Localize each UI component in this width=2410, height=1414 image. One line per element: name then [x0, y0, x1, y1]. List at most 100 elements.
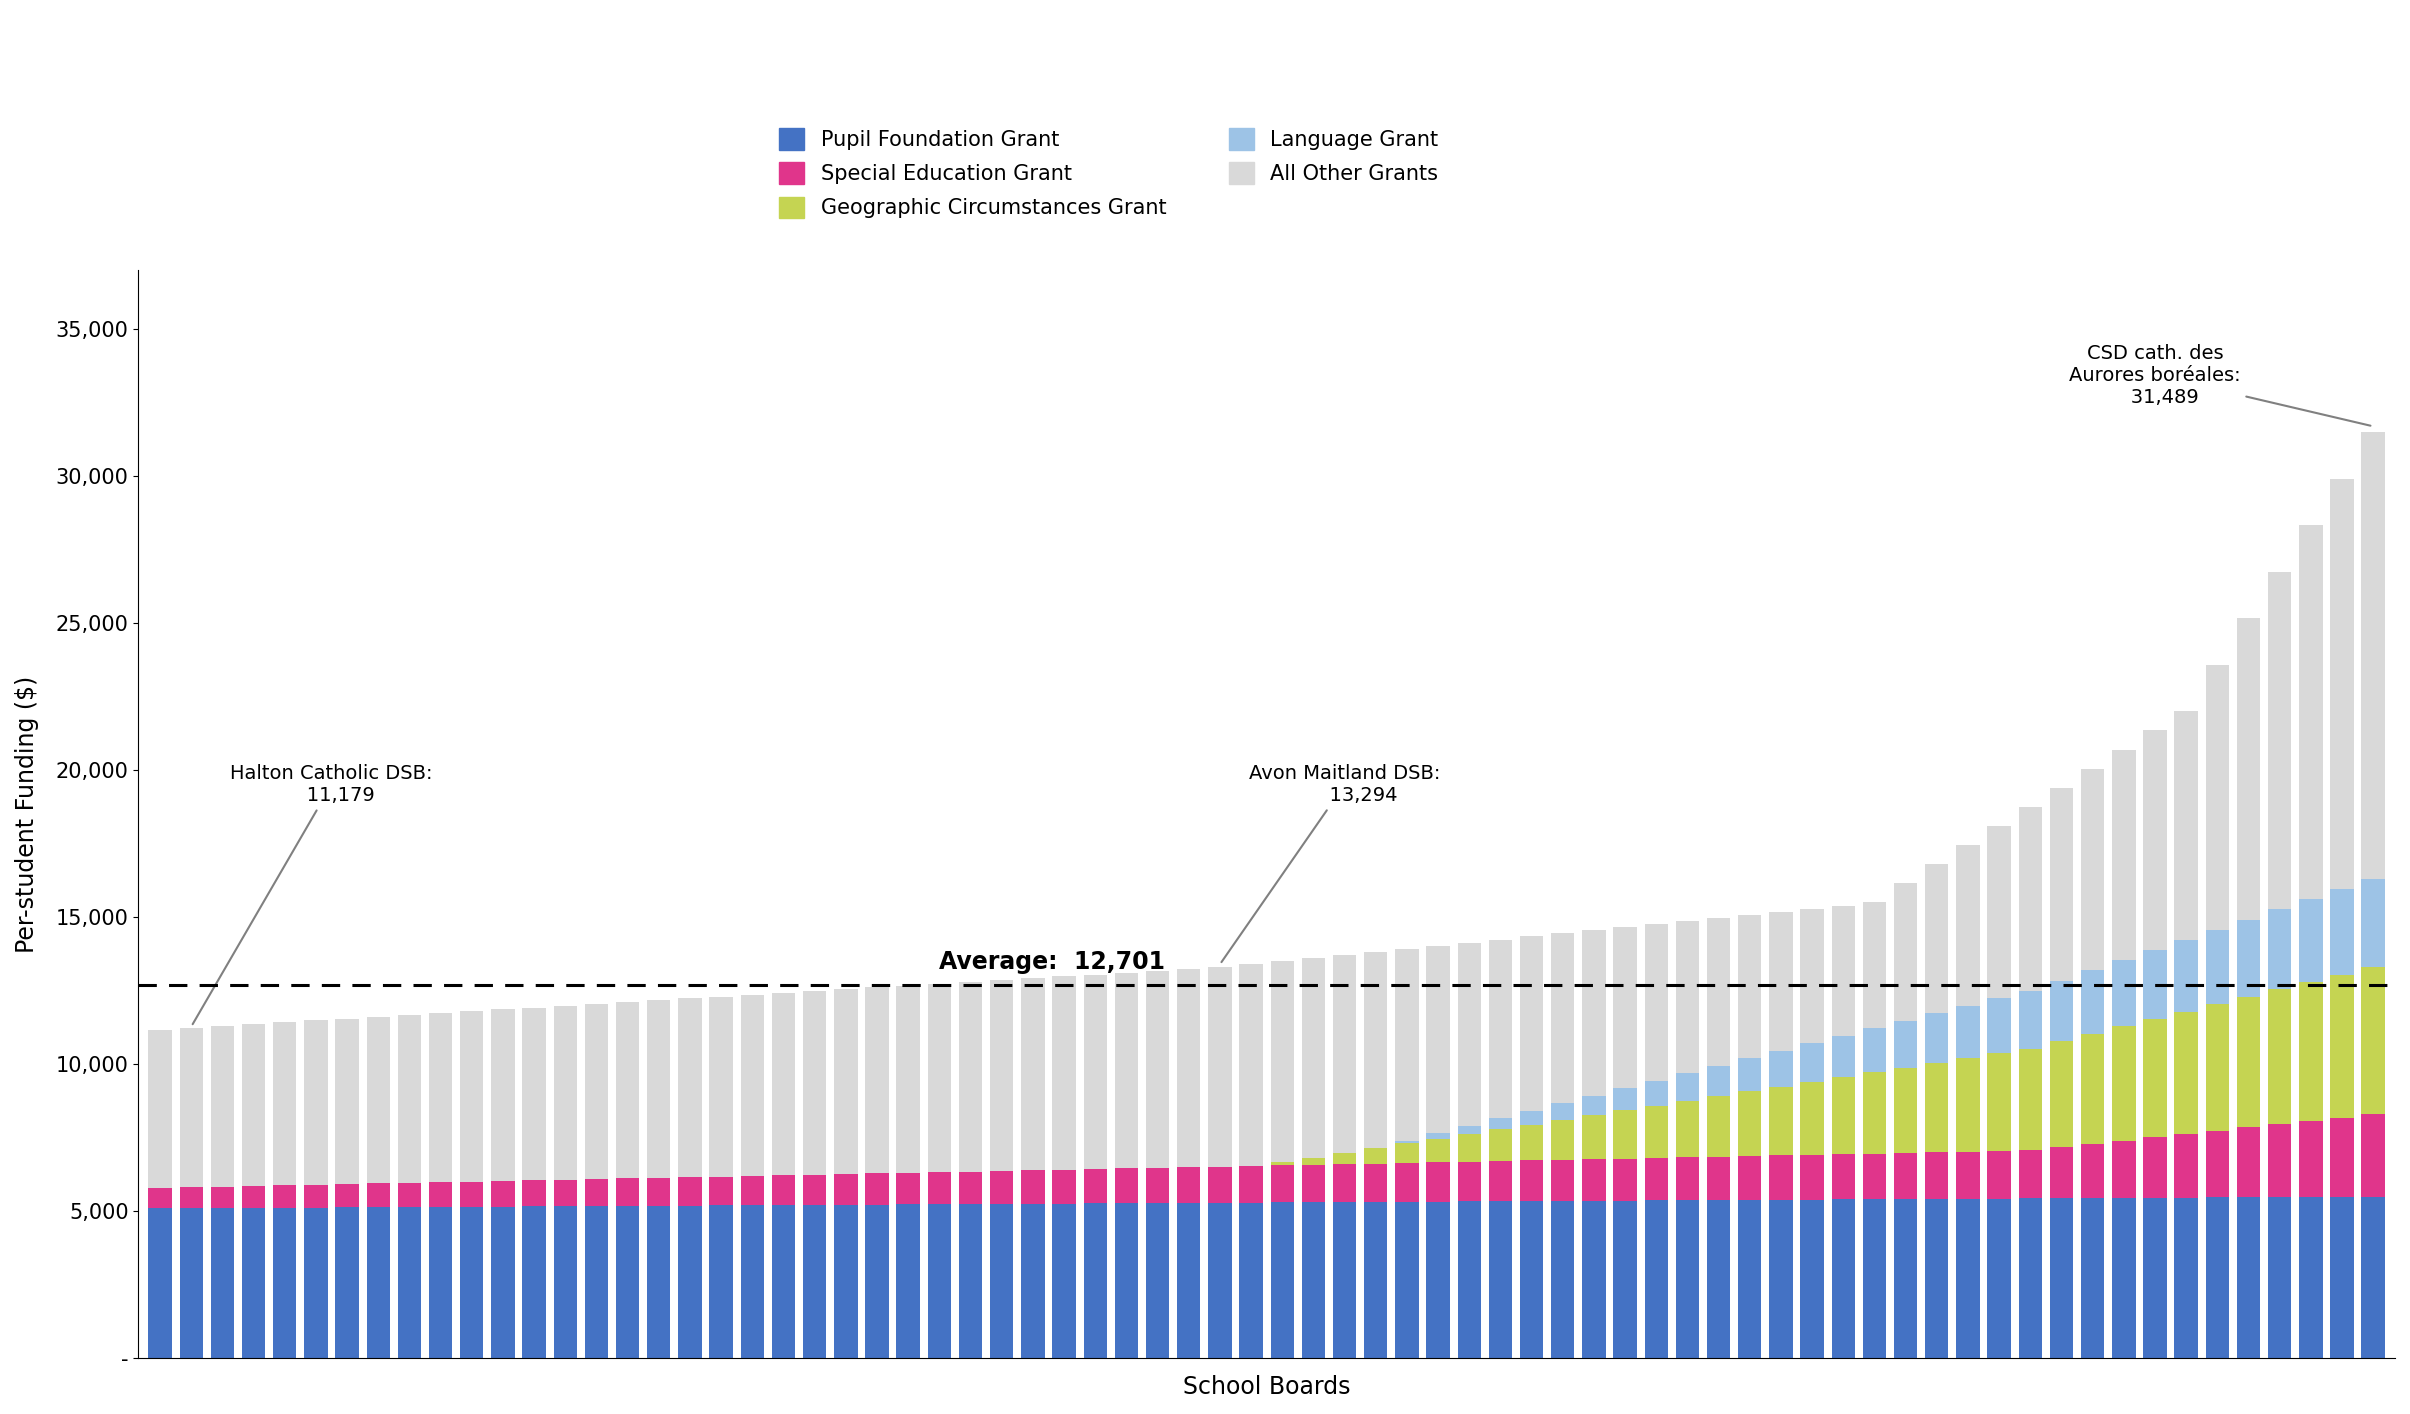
Bar	[429, 1012, 453, 1182]
Bar	[586, 1206, 607, 1359]
Bar	[1800, 1199, 1824, 1359]
Bar	[1301, 1202, 1326, 1359]
Bar	[1926, 864, 1947, 1014]
Bar	[1489, 1130, 1511, 1161]
Bar	[803, 1175, 827, 1205]
Bar	[1926, 1152, 1947, 1199]
Bar	[2142, 1019, 2167, 1137]
Bar	[897, 986, 921, 1172]
Bar	[959, 1205, 983, 1359]
Bar	[1521, 1200, 1542, 1359]
Bar	[2205, 1004, 2229, 1131]
Bar	[2080, 1198, 2104, 1359]
Bar	[2362, 880, 2386, 967]
Bar	[304, 1208, 328, 1359]
Bar	[554, 1179, 576, 1206]
Bar	[2174, 1134, 2198, 1198]
Bar	[1769, 1086, 1793, 1155]
Bar	[492, 1206, 516, 1359]
Bar	[1176, 969, 1200, 1167]
Bar	[1053, 1169, 1075, 1203]
Bar	[2236, 997, 2261, 1127]
Bar	[2174, 711, 2198, 940]
Bar	[1957, 1199, 1979, 1359]
Bar	[1800, 909, 1824, 1044]
Bar	[1800, 1044, 1824, 1082]
Bar	[2362, 433, 2386, 880]
Bar	[1239, 1202, 1263, 1359]
Bar	[460, 1182, 484, 1206]
Bar	[1644, 1200, 1668, 1359]
Bar	[1926, 1014, 1947, 1063]
Bar	[1926, 1199, 1947, 1359]
Bar	[2299, 525, 2323, 899]
Bar	[1552, 1103, 1574, 1120]
Bar	[2051, 1198, 2073, 1359]
Bar	[429, 1206, 453, 1359]
Bar	[1894, 1021, 1918, 1068]
Bar	[1738, 1157, 1762, 1200]
Bar	[897, 1172, 921, 1205]
Bar	[1800, 1082, 1824, 1155]
Bar	[1207, 1203, 1232, 1359]
Bar	[1957, 1058, 1979, 1152]
Bar	[335, 1018, 359, 1184]
Bar	[2268, 1198, 2292, 1359]
Bar	[1675, 921, 1699, 1073]
Bar	[460, 1011, 484, 1182]
Bar	[554, 1206, 576, 1359]
Bar	[648, 1000, 670, 1178]
Bar	[677, 1206, 701, 1359]
Bar	[1053, 977, 1075, 1169]
X-axis label: School Boards: School Boards	[1183, 1374, 1350, 1398]
Bar	[1552, 933, 1574, 1103]
Bar	[2330, 889, 2355, 974]
Bar	[398, 1208, 422, 1359]
Bar	[1738, 915, 1762, 1058]
Bar	[272, 1022, 296, 1185]
Bar	[928, 984, 952, 1172]
Bar	[865, 987, 889, 1174]
Bar	[1395, 1162, 1419, 1202]
Bar	[2205, 1198, 2229, 1359]
Bar	[771, 1175, 795, 1205]
Bar	[865, 1205, 889, 1359]
Bar	[1769, 912, 1793, 1051]
Bar	[1270, 1202, 1294, 1359]
Bar	[272, 1208, 296, 1359]
Bar	[771, 993, 795, 1175]
Bar	[1926, 1063, 1947, 1152]
Bar	[2330, 1117, 2355, 1196]
Bar	[2236, 919, 2261, 997]
Bar	[1301, 1158, 1326, 1165]
Bar	[2330, 479, 2355, 889]
Bar	[241, 1024, 265, 1186]
Bar	[1521, 1110, 1542, 1124]
Bar	[1458, 1134, 1480, 1162]
Bar	[1552, 1200, 1574, 1359]
Bar	[2111, 960, 2135, 1027]
Bar	[2142, 950, 2167, 1019]
Bar	[2299, 1121, 2323, 1196]
Bar	[1053, 1203, 1075, 1359]
Bar	[959, 1172, 983, 1205]
Bar	[1145, 1203, 1169, 1359]
Bar	[2236, 1198, 2261, 1359]
Bar	[366, 1184, 390, 1208]
Bar	[2205, 1131, 2229, 1198]
Bar	[834, 990, 858, 1174]
Bar	[2362, 967, 2386, 1114]
Bar	[1988, 1053, 2010, 1151]
Bar	[1084, 1203, 1106, 1359]
Bar	[1427, 1133, 1451, 1138]
Bar	[1270, 1165, 1294, 1202]
Bar	[1863, 1072, 1887, 1154]
Bar	[1583, 1116, 1605, 1159]
Bar	[1301, 959, 1326, 1158]
Bar	[523, 1181, 545, 1206]
Bar	[1706, 1096, 1730, 1157]
Bar	[709, 1205, 733, 1359]
Bar	[1270, 962, 1294, 1162]
Bar	[1894, 1068, 1918, 1152]
Bar	[2299, 1196, 2323, 1359]
